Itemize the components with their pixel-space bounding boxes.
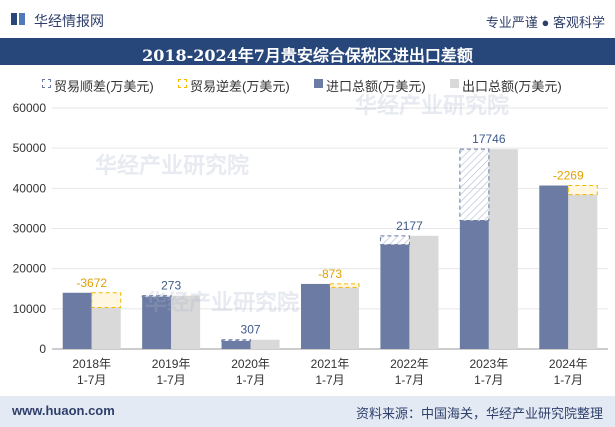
balance-label-2: 307 (241, 323, 261, 337)
surplus-bar-4 (379, 235, 410, 246)
title-bar (0, 38, 615, 65)
surplus-bar-2 (221, 339, 252, 342)
export-bar-3 (330, 287, 359, 349)
source-note: 资料来源：中国海关，华经产业研究院整理 (355, 406, 603, 421)
watermark-1: 华经产业研究院 (95, 153, 250, 178)
slogan: 专业严谨 ● 客观科学 (485, 15, 605, 30)
balance-label-4: 2177 (396, 219, 423, 233)
x-tick-label-3-1: 1-7月 (315, 373, 344, 387)
website-link[interactable]: www.huaon.com (12, 403, 115, 418)
import-bar-1 (142, 296, 172, 349)
legend-swatch-import (314, 79, 323, 88)
deficit-bar-3 (329, 283, 360, 288)
surplus-bar-1 (141, 295, 172, 298)
export-bar-0 (91, 307, 121, 349)
export-bar-2 (250, 339, 280, 349)
export-bar-1 (171, 295, 201, 349)
x-tick-label-2-1: 1-7月 (236, 373, 265, 387)
x-tick-label-2-0: 2020年 (231, 357, 270, 371)
legend-swatch-surplus (42, 79, 51, 88)
legend-label-deficit: 贸易逆差(万美元) (190, 79, 290, 94)
x-tick-label-6-1: 1-7月 (554, 373, 583, 387)
brand-logo-icon (11, 13, 25, 25)
y-tick-label-2: 20000 (13, 262, 47, 276)
balance-label-3: -873 (318, 267, 342, 281)
y-tick-label-6: 60000 (13, 101, 47, 115)
x-tick-label-4-1: 1-7月 (395, 373, 424, 387)
legend-swatch-deficit (178, 79, 187, 88)
y-tick-label-5: 50000 (13, 141, 47, 155)
import-bar-5 (459, 220, 489, 349)
export-bar-4 (409, 235, 439, 349)
y-tick-label-1: 10000 (13, 302, 47, 316)
top-bar: 华经情报网 专业严谨 ● 客观科学 (0, 0, 615, 38)
y-tick-label-0: 0 (39, 342, 46, 356)
x-tick-label-1-1: 1-7月 (156, 373, 185, 387)
export-bar-5 (488, 149, 518, 349)
import-bar-3 (301, 283, 330, 349)
legend-label-export: 出口总额(万美元) (462, 79, 562, 94)
balance-label-5: 17746 (472, 132, 506, 146)
x-tick-label-3-0: 2021年 (311, 357, 350, 371)
import-bar-4 (380, 244, 410, 349)
x-tick-label-5-1: 1-7月 (474, 373, 503, 387)
surplus-bar-5 (459, 148, 490, 221)
x-tick-label-5-0: 2023年 (470, 357, 509, 371)
y-tick-label-4: 40000 (13, 181, 47, 195)
legend-swatch-export (450, 79, 459, 88)
import-bar-2 (221, 340, 251, 349)
chart-title: 2018-2024年7月贵安综合保税区进出口差额 (142, 46, 473, 65)
brand-name: 华经情报网 (34, 13, 104, 29)
chart-plot: 0 10000 20000 30000 40000 50000 60000 -3672 201… (13, 101, 608, 387)
x-tick-label-4-0: 2022年 (390, 357, 429, 371)
deficit-bar-0 (91, 292, 122, 309)
watermark-3: 华经产业研究院 (145, 290, 300, 315)
balance-label-6: -2269 (553, 169, 584, 183)
footer: www.huaon.com 资料来源：中国海关，华经产业研究院整理 (0, 396, 615, 427)
y-tick-label-3: 30000 (13, 222, 47, 236)
balance-label-0: -3672 (76, 276, 107, 290)
x-tick-label-0-0: 2018年 (72, 357, 111, 371)
x-tick-label-1-0: 2019年 (152, 357, 191, 371)
export-bar-6 (568, 194, 598, 349)
legend-label-surplus: 贸易顺差(万美元) (54, 79, 154, 94)
balance-label-1: 273 (161, 279, 181, 293)
watermark-2: 华经产业研究院 (355, 93, 510, 118)
deficit-bar-6 (567, 185, 598, 196)
legend-label-import: 进口总额(万美元) (326, 79, 426, 94)
x-tick-label-6-0: 2024年 (549, 357, 588, 371)
chart-legend: 贸易顺差(万美元) 贸易逆差(万美元) 进口总额(万美元) 出口总额(万美元) (0, 76, 615, 96)
x-tick-label-0-1: 1-7月 (77, 373, 106, 387)
import-bar-6 (539, 185, 569, 349)
import-bar-0 (62, 292, 92, 349)
